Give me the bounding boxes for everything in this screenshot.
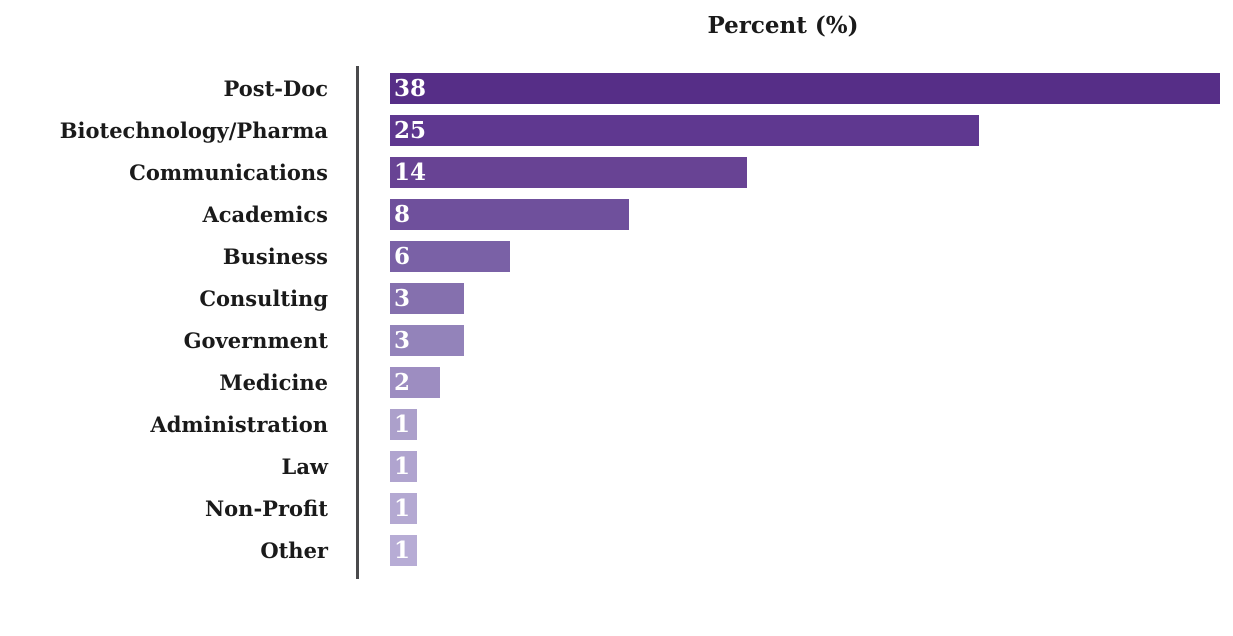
bar: 1 bbox=[390, 450, 417, 482]
bar-track: 2 bbox=[390, 366, 1220, 398]
bar-value-label: 38 bbox=[394, 74, 427, 102]
bar-track: 1 bbox=[390, 534, 1220, 566]
bar-value-label: 14 bbox=[394, 158, 427, 186]
bar-value-label: 1 bbox=[394, 494, 411, 522]
category-label: Other bbox=[260, 537, 328, 563]
bar-value-label: 8 bbox=[394, 200, 411, 228]
bar-value-label: 25 bbox=[394, 116, 427, 144]
bar-row: Academics 8 bbox=[0, 193, 1233, 235]
category-label: Communications bbox=[129, 159, 328, 185]
bar-value-label: 1 bbox=[394, 410, 411, 438]
bar-track: 14 bbox=[390, 156, 1220, 188]
category-label: Non-Profit bbox=[204, 495, 328, 521]
bar: 3 bbox=[390, 324, 464, 356]
category-label: Administration bbox=[150, 411, 328, 437]
category-label: Business bbox=[222, 243, 328, 269]
bar-row: Biotechnology/Pharma 25 bbox=[0, 109, 1233, 151]
bar: 3 bbox=[390, 282, 464, 314]
bar-row: Government 3 bbox=[0, 319, 1233, 361]
bar-row: Consulting 3 bbox=[0, 277, 1233, 319]
bar-track: 1 bbox=[390, 450, 1220, 482]
bar-value-label: 3 bbox=[394, 284, 411, 312]
bar-track: 25 bbox=[390, 114, 1220, 146]
y-axis-line bbox=[356, 66, 359, 579]
category-label: Consulting bbox=[199, 285, 328, 311]
bar: 8 bbox=[390, 198, 630, 230]
category-label: Medicine bbox=[219, 369, 328, 395]
bar-value-label: 1 bbox=[394, 452, 411, 480]
bar-track: 6 bbox=[390, 240, 1220, 272]
bar-track: 1 bbox=[390, 408, 1220, 440]
bar-row: Medicine 2 bbox=[0, 361, 1233, 403]
bar-row: Administration 1 bbox=[0, 403, 1233, 445]
bar: 14 bbox=[390, 156, 747, 188]
bar: 6 bbox=[390, 240, 511, 272]
bar: 25 bbox=[390, 114, 980, 146]
bar: 1 bbox=[390, 492, 417, 524]
bar-track: 1 bbox=[390, 492, 1220, 524]
chart-title: Percent (%) bbox=[707, 12, 859, 39]
bar-row: Law 1 bbox=[0, 445, 1233, 487]
category-label: Government bbox=[183, 327, 328, 353]
bar-track: 38 bbox=[390, 72, 1220, 104]
category-label: Academics bbox=[202, 201, 328, 227]
bar-row: Non-Profit 1 bbox=[0, 487, 1233, 529]
bar-track: 3 bbox=[390, 324, 1220, 356]
category-label: Biotechnology/Pharma bbox=[59, 117, 328, 143]
bar-value-label: 2 bbox=[394, 368, 411, 396]
category-label: Law bbox=[281, 453, 328, 479]
bar-value-label: 1 bbox=[394, 536, 411, 564]
bar-row: Post-Doc 38 bbox=[0, 67, 1233, 109]
bars-area: Post-Doc 38 Biotechnology/Pharma 25 Communic… bbox=[0, 67, 1233, 571]
bar-row: Other 1 bbox=[0, 529, 1233, 571]
bar: 1 bbox=[390, 534, 417, 566]
bar-row: Business 6 bbox=[0, 235, 1233, 277]
bar-track: 3 bbox=[390, 282, 1220, 314]
bar-row: Communications 14 bbox=[0, 151, 1233, 193]
bar: 38 bbox=[390, 72, 1220, 104]
bar-value-label: 6 bbox=[394, 242, 411, 270]
bar-track: 8 bbox=[390, 198, 1220, 230]
category-label: Post-Doc bbox=[223, 75, 328, 101]
bar: 1 bbox=[390, 408, 417, 440]
bar-value-label: 3 bbox=[394, 326, 411, 354]
bar: 2 bbox=[390, 366, 440, 398]
